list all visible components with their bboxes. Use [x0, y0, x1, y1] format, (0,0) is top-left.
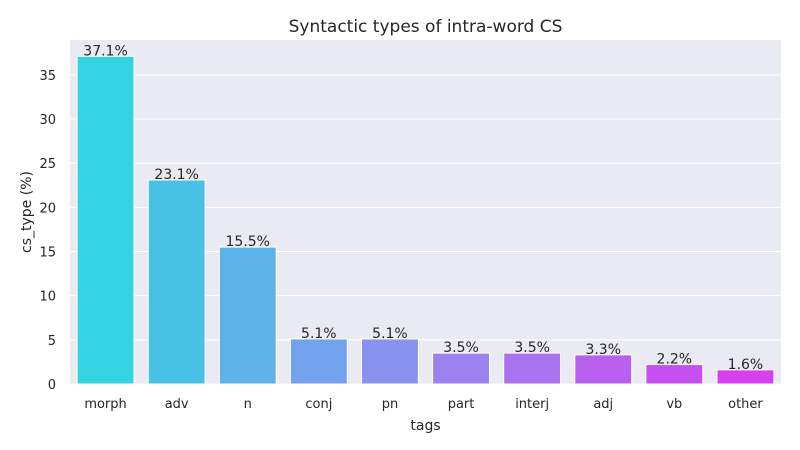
bar-pn [361, 338, 419, 385]
bars [76, 55, 775, 385]
x-tick-label: morph [84, 397, 126, 412]
bar-adj [574, 354, 633, 385]
y-tick-label: 10 [39, 290, 56, 305]
bar-vb [645, 364, 704, 385]
chart-title: Syntactic types of intra-word CS [289, 17, 563, 37]
data-label: 5.1% [301, 326, 337, 342]
y-axis-ticks: 0 5 10 15 20 25 30 35 [39, 69, 56, 393]
bar-n [218, 246, 277, 385]
y-tick-label: 5 [48, 334, 56, 349]
y-tick-label: 35 [39, 69, 56, 84]
data-label: 5.1% [372, 326, 408, 342]
x-tick-label: conj [305, 397, 332, 412]
data-label: 3.5% [443, 340, 479, 356]
data-label: 15.5% [226, 234, 270, 250]
x-tick-label: interj [515, 397, 549, 412]
x-tick-label: adv [165, 397, 189, 412]
data-label: 23.1% [154, 167, 198, 183]
x-tick-label: adj [593, 397, 613, 412]
x-tick-label: pn [382, 397, 399, 412]
data-label: 3.3% [585, 342, 621, 358]
x-tick-label: vb [666, 397, 682, 412]
y-tick-label: 20 [39, 201, 56, 216]
y-tick-label: 15 [39, 246, 56, 261]
bar-conj [289, 338, 348, 385]
bar-other [716, 369, 775, 385]
x-tick-label: other [728, 397, 763, 412]
x-tick-label: part [448, 397, 475, 412]
x-tick-label: n [244, 397, 252, 412]
y-tick-label: 0 [48, 378, 56, 393]
data-label: 3.5% [514, 340, 550, 356]
x-axis-ticks: morph adv n conj pn part interj adj vb other [84, 397, 763, 412]
data-label: 37.1% [83, 43, 127, 59]
bar-adv [147, 179, 206, 385]
x-axis-label: tags [410, 418, 440, 434]
y-tick-label: 30 [39, 113, 56, 128]
bar-part [432, 352, 490, 385]
data-label: 1.6% [728, 357, 764, 373]
y-tick-label: 25 [39, 157, 56, 172]
bar-interj [503, 352, 562, 385]
bar-morph [76, 55, 135, 385]
y-axis-label: cs_type (%) [19, 171, 35, 253]
data-labels: 37.1% 23.1% 15.5% 5.1% 5.1% 3.5% 3.5% 3.3% 2.2% 1… [83, 43, 763, 373]
data-label: 2.2% [657, 352, 693, 368]
